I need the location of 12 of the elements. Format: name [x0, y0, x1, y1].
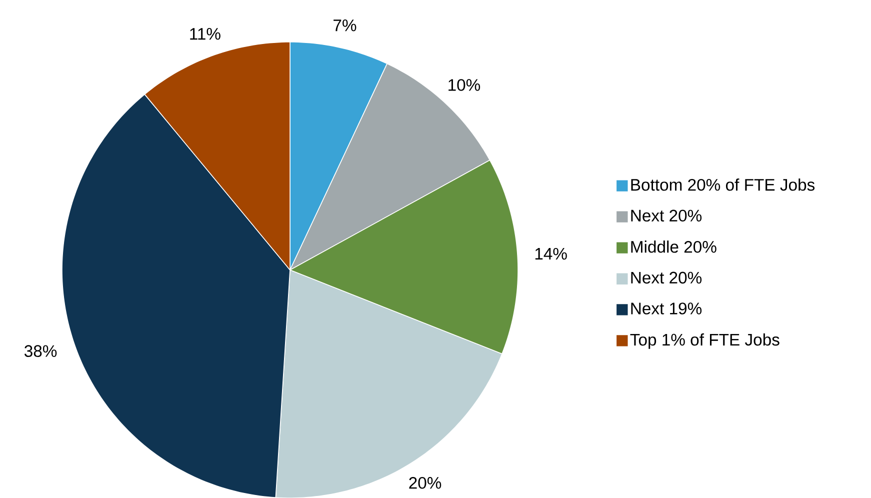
legend-label: Next 20%	[631, 210, 702, 222]
legend-label: Next 19%	[631, 302, 702, 314]
data-label: 11%	[190, 28, 220, 40]
legend-label: Top 1% of FTE Jobs	[630, 333, 780, 349]
data-label: 20%	[409, 476, 442, 489]
data-label: 7%	[334, 19, 356, 32]
data-label: 14%	[535, 248, 567, 260]
data-label: 38%	[24, 344, 57, 357]
legend-label: Bottom 20% of FTE Jobs	[631, 178, 815, 191]
legend-label: Middle 20%	[631, 240, 716, 253]
legend-label: Next 20%	[631, 272, 702, 284]
data-label: 10%	[448, 78, 480, 91]
